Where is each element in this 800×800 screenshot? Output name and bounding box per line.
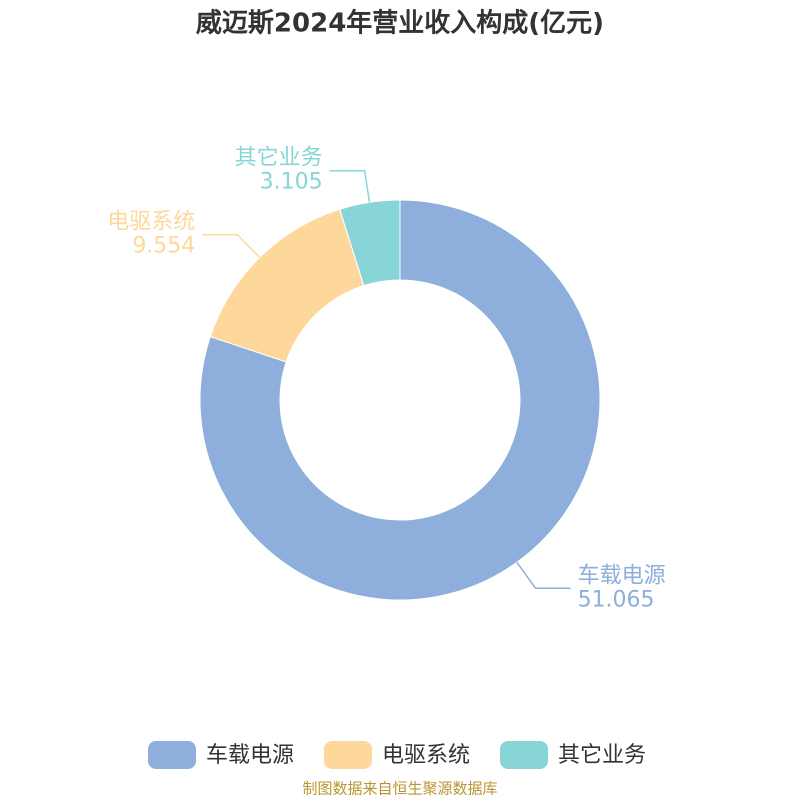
donut-slice [339,199,401,287]
data-label-value: 51.065 [578,587,655,612]
legend-swatch [148,741,196,769]
leader-line [516,561,571,590]
data-label-name: 车载电源 [578,563,666,588]
legend-swatch [500,741,548,769]
source-note: 制图数据来自恒生聚源数据库 [302,780,497,798]
legend-label: 电驱系统 [382,743,470,768]
leader-line [329,169,371,203]
data-label-name: 其它业务 [235,146,323,171]
legend-swatch [324,741,372,769]
data-label-value: 9.554 [132,234,195,259]
donut-slice [199,199,601,601]
legend-label: 车载电源 [206,743,294,768]
chart-title: 威迈斯2024年营业收入构成(亿元) [196,8,604,39]
data-label-name: 电驱系统 [107,210,195,235]
leader-line [202,233,261,258]
legend-label: 其它业务 [558,743,646,768]
data-label-value: 3.105 [260,170,323,195]
